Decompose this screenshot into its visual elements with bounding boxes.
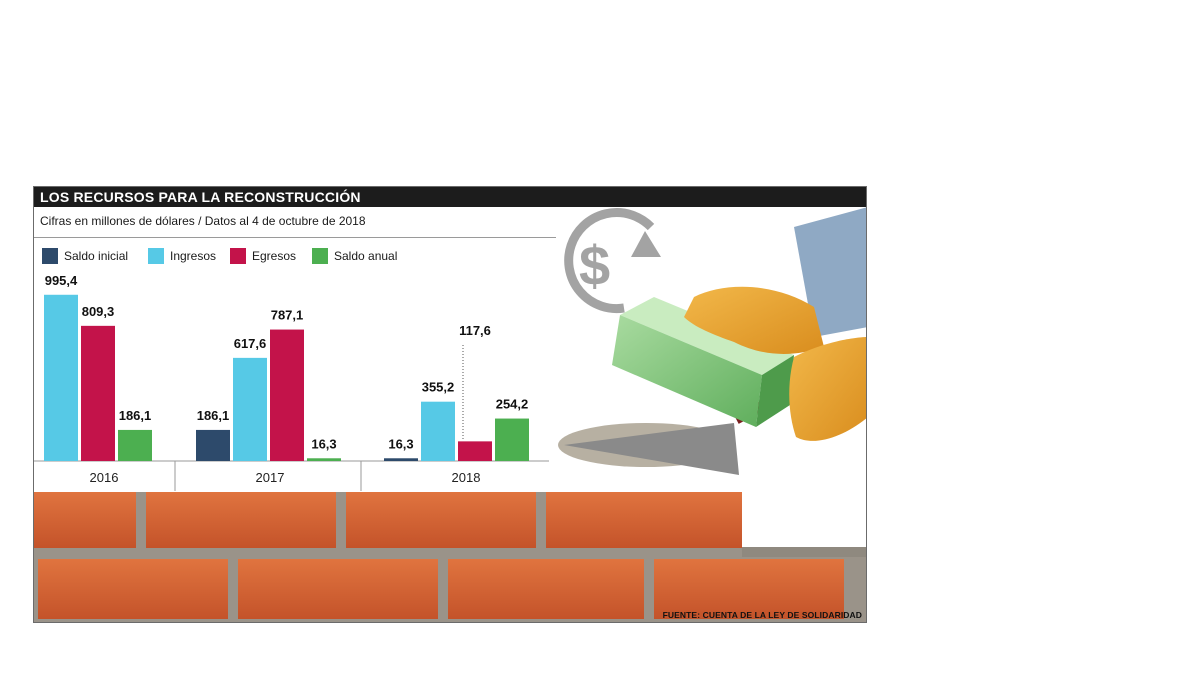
legend-swatch <box>230 248 246 264</box>
bar-ingresos-2018 <box>421 401 455 461</box>
brick-of-money-illustration <box>612 297 794 427</box>
bar-egresos-2017 <box>270 329 304 461</box>
bar-value-label: 186,1 <box>197 408 230 423</box>
bar-saldo-inicial-2017 <box>196 429 230 461</box>
legend-swatch <box>312 248 328 264</box>
source-note: FUENTE: CUENTA DE LA LEY DE SOLIDARIDAD <box>662 610 862 620</box>
bar-value-label: 254,2 <box>496 397 529 412</box>
bar-value-label: 787,1 <box>271 308 304 323</box>
dollar-cycle-icon: $ <box>564 208 661 314</box>
bar-value-label: 16,3 <box>388 436 413 451</box>
x-tick-label: 2017 <box>256 470 285 485</box>
bar-value-label: 186,1 <box>119 408 152 423</box>
bar-egresos-2016 <box>81 325 115 461</box>
title-bar: LOS RECURSOS PARA LA RECONSTRUCCIÓN <box>34 187 866 207</box>
bar-value-label: 617,6 <box>234 336 267 351</box>
infographic-frame: $ LOS RECURSOS PARA LA RECONSTRUCCIÓN Ci… <box>33 186 867 623</box>
legend-swatch <box>148 248 164 264</box>
subtitle-divider <box>34 237 556 238</box>
legend-label: Egresos <box>252 249 297 263</box>
bar-ingresos-2017 <box>233 357 267 461</box>
bar-egresos-2018 <box>458 441 492 461</box>
bar-saldo-inicial-2018 <box>384 458 418 461</box>
gloved-hands-illustration <box>684 207 866 441</box>
bar-value-label: 355,2 <box>422 380 455 395</box>
svg-text:$: $ <box>579 234 610 297</box>
bar-chart: 995,4 809,3 186,1 2016 186,1 617,6 787,1 16,3 20… <box>34 273 549 491</box>
bar-value-label: 117,6 <box>459 323 491 338</box>
x-tick-label: 2018 <box>452 470 481 485</box>
legend-swatch <box>42 248 58 264</box>
legend-label: Saldo anual <box>334 249 398 263</box>
brick-wall-illustration <box>34 492 866 622</box>
x-tick-label: 2016 <box>90 470 119 485</box>
legend-label: Ingresos <box>170 249 217 263</box>
bar-saldo-anual-2016 <box>118 429 152 461</box>
reconstruction-illustration: $ <box>34 207 866 622</box>
chart-subtitle: Cifras en millones de dólares / Datos al… <box>40 214 366 228</box>
bar-saldo-anual-2017 <box>307 458 341 461</box>
bar-value-label: 995,4 <box>45 273 78 288</box>
bar-value-label: 809,3 <box>82 304 115 319</box>
bar-value-label: 16,3 <box>311 436 336 451</box>
bar-saldo-anual-2018 <box>495 418 529 461</box>
legend-label: Saldo inicial <box>64 249 129 263</box>
bar-ingresos-2016 <box>44 294 78 461</box>
chart-title: LOS RECURSOS PARA LA RECONSTRUCCIÓN <box>40 189 361 205</box>
